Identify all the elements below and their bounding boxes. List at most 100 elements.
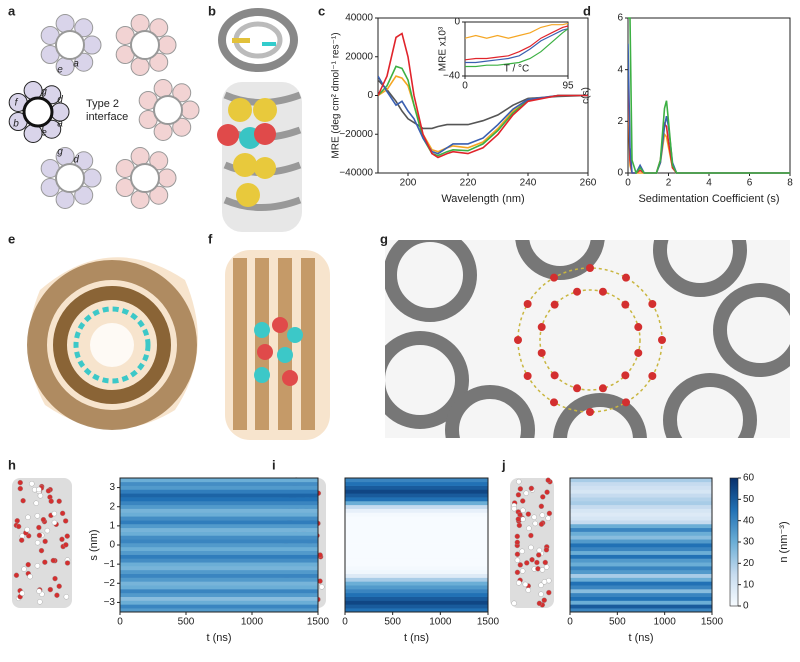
water xyxy=(519,568,526,574)
y-tick-label: −20000 xyxy=(339,129,373,140)
density-row xyxy=(570,535,712,540)
water-oxygen xyxy=(523,372,532,380)
water xyxy=(534,559,540,566)
density-row xyxy=(570,523,712,529)
panel-label: h xyxy=(8,457,16,472)
y-tick-label: 40000 xyxy=(345,13,373,24)
density-row xyxy=(345,589,488,594)
density-row xyxy=(570,481,712,486)
density-row xyxy=(570,554,712,559)
density-row xyxy=(345,523,488,529)
density-row xyxy=(570,546,712,552)
density-row xyxy=(120,516,318,521)
water xyxy=(539,512,545,518)
density-row xyxy=(120,535,318,540)
density-row xyxy=(570,592,712,597)
panel-label: b xyxy=(208,3,216,18)
density-row xyxy=(570,608,712,613)
water-oxygen xyxy=(622,273,630,282)
water xyxy=(64,533,70,539)
x-axis-label: Wavelength (nm) xyxy=(441,193,524,205)
colorbar-tick-label: 10 xyxy=(743,579,755,590)
heptad-position xyxy=(130,189,150,209)
colorbar-label: n (nm⁻³) xyxy=(778,521,790,562)
water xyxy=(520,516,526,522)
panel-label: d xyxy=(583,3,591,18)
water-oxygen xyxy=(550,398,558,407)
water xyxy=(59,536,65,543)
density-row xyxy=(345,596,488,601)
helix-ring xyxy=(55,30,85,60)
x-tick-label: 1000 xyxy=(241,617,264,628)
density-row xyxy=(570,531,712,536)
heptad-label: b xyxy=(13,119,19,130)
water xyxy=(17,485,24,492)
y-tick-label: 2 xyxy=(109,501,115,512)
water xyxy=(56,583,62,589)
water xyxy=(543,547,550,553)
x-axis-label: t (ns) xyxy=(628,632,653,644)
density-row xyxy=(120,520,318,525)
water xyxy=(536,547,543,554)
water-oxygen xyxy=(550,371,559,380)
series-line xyxy=(465,22,568,39)
water xyxy=(27,573,33,580)
plot-frame xyxy=(344,477,489,613)
x-tick-label: 0 xyxy=(625,178,631,189)
density-row xyxy=(345,546,488,552)
colorbar-tick-label: 50 xyxy=(743,494,755,505)
water-oxygen xyxy=(648,372,657,380)
panel-label: i xyxy=(272,457,276,472)
x-tick-label: 1000 xyxy=(654,617,677,628)
water xyxy=(544,489,550,495)
helix-top-view xyxy=(218,8,298,72)
water xyxy=(516,580,522,586)
water xyxy=(25,561,31,568)
water xyxy=(517,486,524,492)
density-row xyxy=(345,550,488,555)
density-row xyxy=(345,481,488,486)
density-row xyxy=(120,493,318,498)
water xyxy=(529,557,535,563)
heptad-position xyxy=(172,83,192,103)
heptad-position xyxy=(42,119,62,139)
water xyxy=(15,523,22,530)
density-row xyxy=(120,581,318,586)
water xyxy=(520,507,526,514)
x-tick-label: 500 xyxy=(609,617,626,628)
water xyxy=(42,559,48,565)
series-line xyxy=(465,25,568,61)
water xyxy=(539,567,546,573)
density-row xyxy=(570,589,712,594)
density-row xyxy=(570,478,712,483)
x-tick-label: 1500 xyxy=(477,617,500,628)
heptad-position xyxy=(130,14,150,34)
heptad-position xyxy=(157,35,177,55)
water xyxy=(536,600,543,607)
density-row xyxy=(120,569,318,575)
water xyxy=(538,521,545,527)
panel-label: c xyxy=(318,3,325,18)
density-row xyxy=(345,504,488,509)
y-tick-label: −40 xyxy=(443,71,460,82)
y-tick-label: −40000 xyxy=(339,168,373,179)
series-line xyxy=(378,32,588,159)
density-row xyxy=(345,478,488,483)
density-row xyxy=(120,550,318,555)
panel-label: j xyxy=(501,457,506,472)
plot-frame xyxy=(569,477,713,613)
density-row xyxy=(120,589,318,594)
density-row xyxy=(345,604,488,609)
density-row xyxy=(345,600,488,605)
water xyxy=(54,592,60,598)
x-tick-label: 1500 xyxy=(307,617,330,628)
density-row xyxy=(120,600,318,605)
heptad-label: d xyxy=(57,95,63,106)
heptad-label: e xyxy=(41,128,47,139)
density-row xyxy=(570,508,712,513)
helix-ring xyxy=(130,30,160,60)
density-row xyxy=(345,527,488,532)
water xyxy=(538,503,545,510)
water xyxy=(56,498,62,504)
